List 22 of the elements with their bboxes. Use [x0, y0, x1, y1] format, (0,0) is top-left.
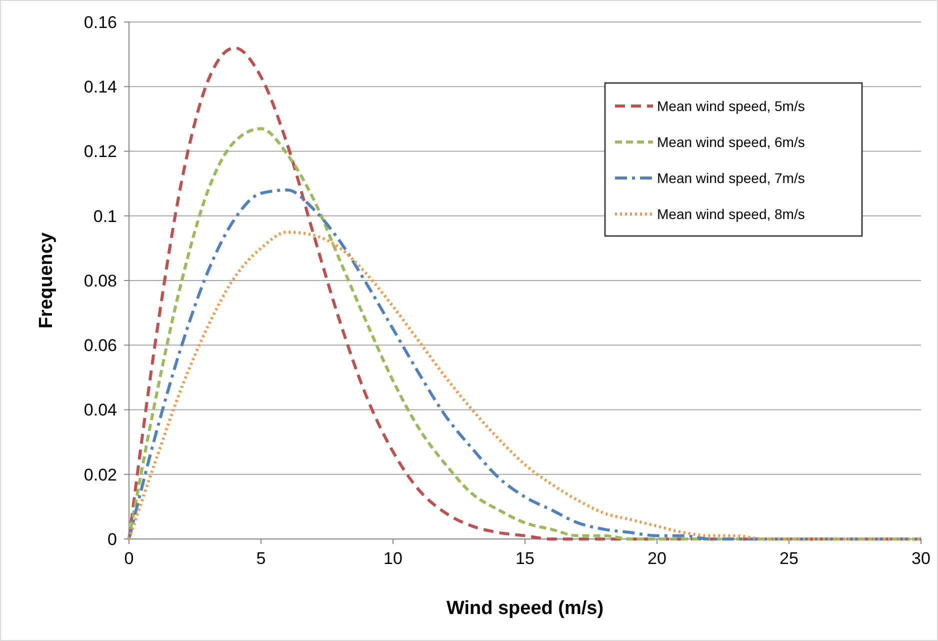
y-tick-label: 0.12 — [84, 142, 117, 162]
y-tick-label: 0 — [108, 530, 117, 549]
y-tick-label: 0.1 — [93, 206, 117, 226]
x-tick-label: 25 — [780, 549, 798, 568]
y-tick-label: 0.08 — [84, 271, 117, 290]
x-tick-label: 15 — [516, 549, 534, 568]
legend-label: Mean wind speed, 8m/s — [657, 206, 805, 222]
y-tick-label: 0.04 — [84, 400, 117, 420]
x-tick-label: 20 — [648, 549, 666, 568]
x-tick-label: 5 — [256, 549, 266, 568]
y-tick-label: 0.06 — [84, 336, 117, 356]
y-tick-label: 0.16 — [84, 12, 117, 32]
legend-label: Mean wind speed, 7m/s — [657, 170, 805, 186]
x-tick-label: 10 — [384, 549, 402, 568]
y-tick-label: 0.14 — [84, 78, 117, 97]
x-tick-label: 30 — [912, 549, 930, 568]
y-tick-label: 0.02 — [84, 465, 117, 484]
legend-label: Mean wind speed, 5m/s — [657, 98, 805, 114]
x-tick-label: 0 — [124, 549, 134, 568]
x-axis-title: Wind speed (m/s) — [446, 598, 604, 619]
y-axis-title: Frequency — [36, 232, 57, 329]
legend-label: Mean wind speed, 6m/s — [657, 134, 805, 150]
